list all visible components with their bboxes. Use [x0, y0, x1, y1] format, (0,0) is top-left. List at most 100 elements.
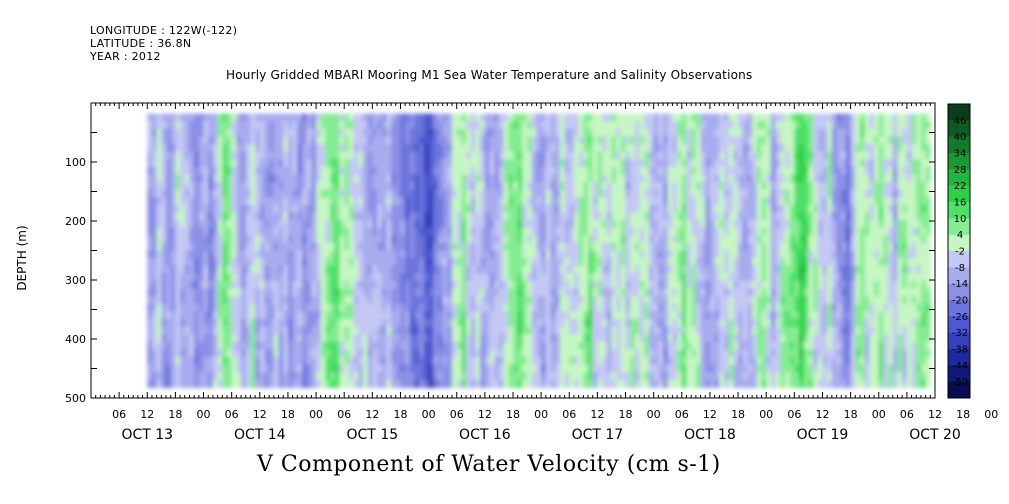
heatmap-cell: [330, 159, 336, 168]
heatmap-cell: [325, 121, 331, 130]
heatmap-cell: [648, 334, 655, 343]
heatmap-cell: [466, 204, 472, 214]
heatmap-cell: [705, 144, 711, 153]
heatmap-cell: [517, 174, 523, 183]
heatmap-cell: [362, 144, 369, 153]
heatmap-cell: [428, 296, 434, 305]
heatmap-cell: [484, 273, 491, 282]
heatmap-cell: [606, 113, 613, 122]
heatmap-cell: [377, 227, 383, 236]
heatmap-cell: [498, 356, 505, 366]
heatmap-cell: [231, 220, 237, 229]
heatmap-cell: [180, 356, 186, 366]
heatmap-cell: [695, 280, 702, 290]
heatmap-cell: [339, 296, 345, 305]
heatmap-cell: [184, 303, 191, 312]
heatmap-cell: [353, 250, 359, 259]
heatmap-cell: [330, 227, 336, 236]
heatmap-cell: [709, 280, 716, 290]
heatmap-cell: [691, 303, 697, 312]
heatmap-cell: [208, 144, 214, 153]
heatmap-cell: [311, 204, 317, 214]
heatmap-cell: [259, 212, 266, 221]
heatmap-cell: [175, 227, 181, 236]
heatmap-cell: [428, 121, 434, 130]
heatmap-cell: [217, 265, 223, 274]
heatmap-cell: [405, 220, 411, 229]
heatmap-cell: [456, 204, 463, 214]
heatmap-cell: [377, 379, 383, 388]
heatmap-cell: [372, 258, 378, 267]
heatmap-cell: [545, 326, 552, 335]
heatmap-cell: [391, 349, 397, 358]
heatmap-cell: [264, 204, 270, 214]
heatmap-cell: [597, 280, 603, 290]
heatmap-cell: [513, 364, 519, 373]
heatmap-cell: [695, 197, 702, 206]
heatmap-cell: [189, 144, 195, 153]
heatmap-cell: [405, 258, 411, 267]
heatmap-cell: [475, 296, 481, 305]
heatmap-cell: [752, 227, 758, 236]
heatmap-cell: [602, 280, 608, 290]
heatmap-cell: [250, 273, 256, 282]
heatmap-cell: [386, 113, 392, 122]
heatmap-cell: [780, 174, 786, 183]
heatmap-cell: [663, 280, 669, 290]
heatmap-cell: [184, 242, 191, 252]
heatmap-cell: [292, 144, 298, 153]
heatmap-cell: [728, 250, 734, 259]
heatmap-cell: [700, 151, 706, 160]
heatmap-cell: [466, 159, 472, 168]
heatmap-cell: [170, 113, 176, 122]
heatmap-cell: [428, 356, 434, 366]
heatmap-cell: [231, 128, 237, 138]
heatmap-cell: [231, 364, 237, 373]
heatmap-cell: [241, 265, 247, 274]
heatmap-cell: [559, 197, 566, 206]
heatmap-cell: [775, 349, 781, 358]
heatmap-cell: [222, 151, 228, 160]
heatmap-cell: [780, 242, 786, 252]
heatmap-cell: [489, 235, 495, 244]
heatmap-cell: [705, 197, 711, 206]
heatmap-cell: [789, 372, 795, 381]
heatmap-cell: [278, 364, 284, 373]
heatmap-cell: [724, 235, 730, 244]
heatmap-cell: [677, 303, 683, 312]
heatmap-cell: [606, 250, 613, 259]
heatmap-cell: [498, 197, 505, 206]
heatmap-cell: [541, 288, 547, 297]
heatmap-cell: [527, 197, 533, 206]
heatmap-cell: [470, 121, 477, 130]
heatmap-cell: [419, 280, 425, 290]
heatmap-cell: [667, 144, 674, 153]
heatmap-cell: [709, 296, 716, 305]
heatmap-cell: [339, 318, 345, 328]
heatmap-cell: [583, 204, 589, 214]
heatmap-cell: [377, 250, 383, 259]
heatmap-cell: [667, 166, 674, 176]
heatmap-cell: [658, 121, 664, 130]
heatmap-cell: [372, 128, 378, 138]
heatmap-cell: [663, 364, 669, 373]
heatmap-cell: [527, 121, 533, 130]
heatmap-cell: [475, 280, 481, 290]
heatmap-cell: [292, 341, 298, 350]
heatmap-cell: [625, 159, 631, 168]
heatmap-cell: [484, 166, 491, 176]
heatmap-cell: [484, 121, 491, 130]
heatmap-cell: [334, 349, 341, 358]
heatmap-cell: [311, 372, 317, 381]
heatmap-cell: [484, 182, 491, 191]
heatmap-cell: [559, 242, 566, 252]
heatmap-cell: [470, 364, 477, 373]
heatmap-cell: [484, 258, 491, 267]
heatmap-cell: [442, 204, 448, 214]
heatmap-cell: [377, 364, 383, 373]
heatmap-cell: [400, 341, 406, 350]
heatmap-cell: [588, 318, 594, 328]
heatmap-cell: [545, 151, 552, 160]
heatmap-cell: [217, 197, 223, 206]
heatmap-cell: [194, 356, 200, 366]
